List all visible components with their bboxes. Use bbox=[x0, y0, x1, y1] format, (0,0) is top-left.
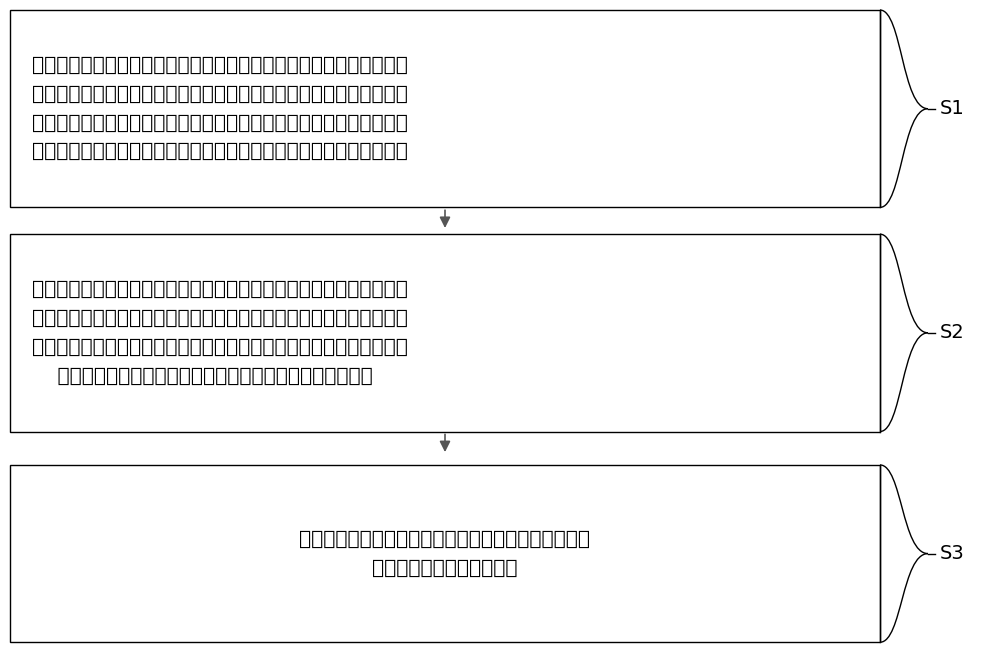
Text: S1: S1 bbox=[940, 99, 965, 118]
Text: 利用施密特正交化将两个向量正交化，得到两个原信号之间的夹角，即
是两幅相移干涉图之间的相移量，具体为：利用施密特正交化方法通过
子空间上的一个基得出子空间的一个: 利用施密特正交化将两个向量正交化，得到两个原信号之间的夹角，即 是两幅相移干涉图… bbox=[32, 280, 408, 385]
Text: 利用三角函数公式对获取的原信号之间的夹角进行计算
得到的相移量获得相位分布: 利用三角函数公式对获取的原信号之间的夹角进行计算 得到的相移量获得相位分布 bbox=[300, 530, 590, 577]
Text: S2: S2 bbox=[940, 323, 965, 343]
Text: S3: S3 bbox=[940, 544, 965, 563]
Bar bbox=[10, 234, 880, 432]
Bar bbox=[10, 10, 880, 207]
Text: 将两幅相移干涉图向量化，具体为：将每一幅干涉图写成一个矩阵的形
式，每一张干涉图为一列向量矩阵；再通过一个低通滤波器获取获得背
景分量；然后将两个相移干涉图组成: 将两幅相移干涉图向量化，具体为：将每一幅干涉图写成一个矩阵的形 式，每一张干涉图… bbox=[32, 56, 408, 161]
Bar bbox=[10, 465, 880, 642]
